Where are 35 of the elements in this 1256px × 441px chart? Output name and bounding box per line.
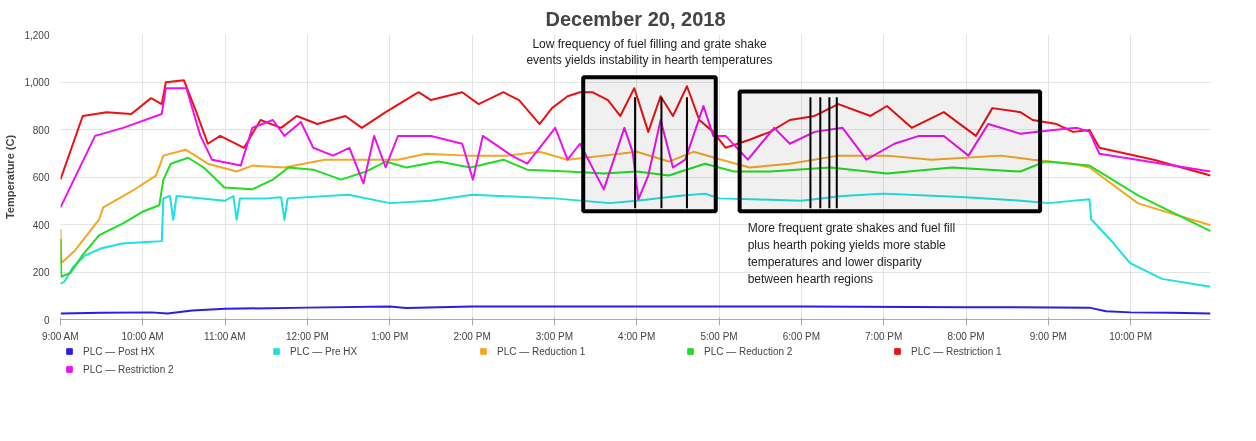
legend-label: PLC — Post HX	[83, 345, 156, 357]
x-tick-label: 10:00 PM	[1109, 330, 1153, 342]
line-series	[60, 79, 1211, 181]
y-axis-title: Temperature (C)	[4, 134, 17, 220]
x-tick-label: 2:00 PM	[453, 330, 491, 342]
legend-label: PLC — Reduction 1	[497, 345, 587, 357]
x-tick-label: 10:00 AM	[121, 330, 164, 342]
x-tick-label: 6:00 PM	[782, 330, 820, 342]
x-tick-label: 3:00 PM	[535, 330, 574, 342]
chart-title: December 20, 2018	[545, 7, 726, 30]
x-tick-label: 9:00 PM	[1029, 330, 1067, 342]
y-tick-label: 600	[32, 172, 50, 183]
y-tick-label: 0	[43, 314, 50, 326]
x-tick-label: 8:00 PM	[947, 330, 985, 342]
x-tick-label: 4:00 PM	[618, 330, 656, 342]
legend-label: PLC — Pre HX	[290, 345, 359, 357]
y-tick-label: 1,200	[24, 29, 50, 41]
line-series	[60, 305, 1211, 315]
band-label: More frequent grate shakes and fuel fill plus hearth poking yields more stable temperatures and lower disparity between hearth regions	[747, 221, 956, 286]
y-tick-label: 200	[32, 267, 50, 278]
line-series	[60, 192, 1211, 288]
line-series	[60, 87, 1211, 209]
legend-label: PLC — Restriction 1	[911, 345, 1003, 357]
x-tick-label: 7:00 PM	[865, 330, 903, 342]
y-tick-label: 800	[32, 124, 50, 136]
x-tick-label: 1:00 PM	[371, 330, 409, 342]
x-tick-label: 11:00 AM	[204, 330, 246, 342]
x-tick-label: 12:00 PM	[286, 330, 329, 342]
legend-label: PLC — Restriction 2	[83, 363, 175, 375]
y-tick-label: 400	[32, 219, 50, 231]
y-tick-label: 1,000	[24, 77, 50, 88]
band-label: Low frequency of fuel filling and grate shake events yields instability in hearth temperatures	[526, 36, 773, 68]
x-tick-label: 9:00 AM	[41, 330, 79, 342]
x-tick-label: 5:00 PM	[700, 330, 738, 342]
legend-label: PLC — Reduction 2	[704, 345, 794, 357]
